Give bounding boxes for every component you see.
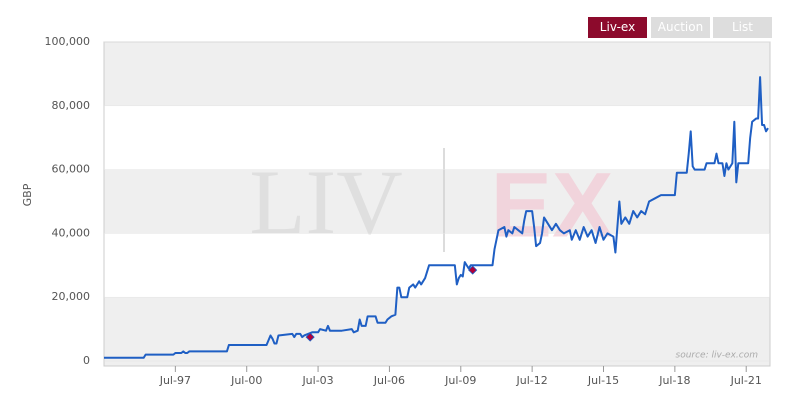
y-tick-label: 80,000	[52, 99, 91, 112]
tab-button[interactable]: Liv-ex	[588, 17, 647, 38]
y-tick-label: 0	[83, 354, 90, 367]
y-axis-title: GBP	[21, 183, 34, 206]
x-tick-label: Jul-12	[516, 374, 548, 387]
tab-button-label[interactable]: Auction	[658, 20, 703, 34]
auction-marker	[468, 265, 478, 275]
plot-band	[104, 169, 770, 234]
x-tick-label: Jul-06	[373, 374, 405, 387]
auction-marker	[305, 332, 315, 342]
x-tick-label: Jul-18	[658, 374, 690, 387]
watermark: LIV	[249, 151, 402, 253]
x-tick-label: Jul-21	[730, 374, 762, 387]
x-tick-label: Jul-97	[159, 374, 191, 387]
tab-button[interactable]: Auction	[651, 17, 710, 38]
y-tick-label: 60,000	[52, 163, 91, 176]
plot-band	[104, 297, 770, 366]
tab-button[interactable]: List	[713, 17, 772, 38]
tab-button-bg[interactable]	[588, 17, 647, 38]
tab-button-bg[interactable]	[651, 17, 710, 38]
plot-band	[104, 105, 770, 170]
plot-band	[104, 42, 770, 106]
tab-button-bg[interactable]	[713, 17, 772, 38]
source-note: source: liv-ex.com	[676, 351, 759, 361]
tab-button-label[interactable]: Liv-ex	[600, 20, 635, 34]
x-tick-label: Jul-09	[444, 374, 476, 387]
x-tick-label: Jul-15	[587, 374, 619, 387]
price-line	[104, 76, 769, 359]
y-tick-label: 20,000	[52, 290, 91, 303]
tab-button-label[interactable]: List	[732, 20, 753, 34]
y-tick-label: 100,000	[45, 35, 91, 48]
y-tick-label: 40,000	[52, 226, 91, 239]
x-tick-label: Jul-00	[230, 374, 262, 387]
x-tick-label: Jul-03	[301, 374, 333, 387]
watermark: EX	[491, 154, 614, 256]
